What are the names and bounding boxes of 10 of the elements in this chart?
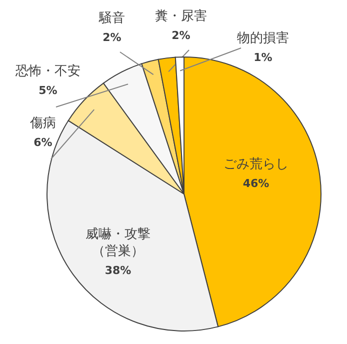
data-label: 6%	[34, 136, 52, 149]
data-label: 5%	[38, 84, 58, 97]
slice-label: 騒音	[98, 11, 125, 26]
data-label: 1%	[254, 51, 272, 64]
data-label: 2%	[102, 31, 122, 44]
data-label: 2%	[172, 29, 190, 42]
slice-label: 糞・尿害	[155, 8, 207, 24]
slice-label: 傷病	[29, 116, 56, 131]
slice-label: 物的損害	[237, 30, 289, 46]
slice-label: 恐怖・不安	[14, 63, 80, 79]
